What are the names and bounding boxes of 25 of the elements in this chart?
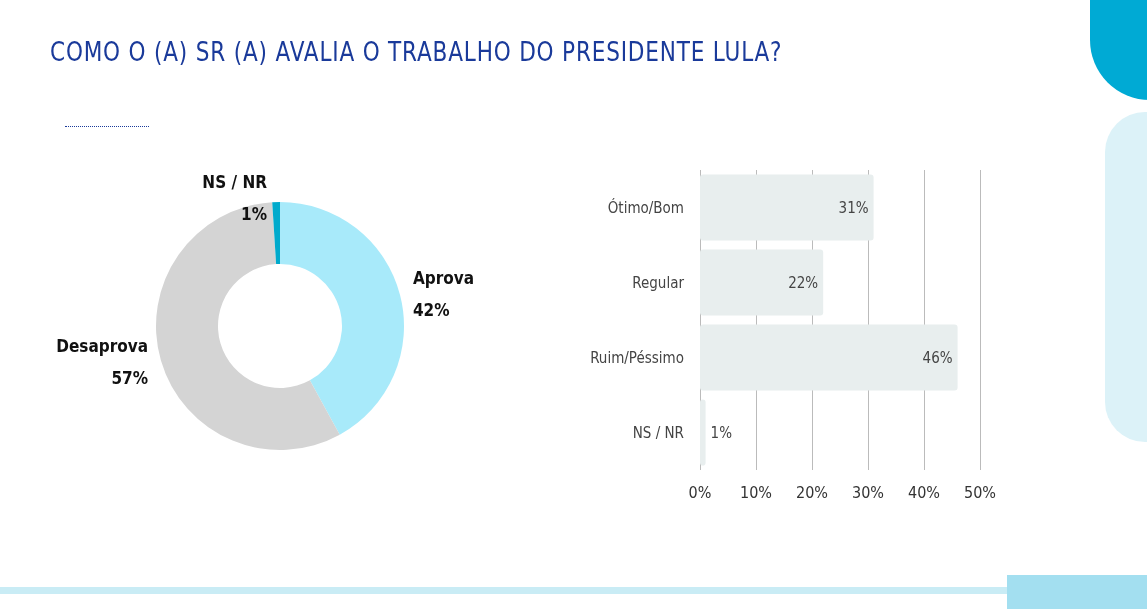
y-tick-label: Ótimo/Bom	[607, 197, 684, 217]
x-tick-label: 20%	[796, 482, 828, 502]
x-tick-label: 40%	[908, 482, 940, 502]
data-label: 1%	[241, 204, 267, 225]
data-label: 22%	[788, 273, 819, 292]
bar	[700, 399, 706, 466]
slice-label: Desaprova	[56, 335, 149, 356]
data-label: 1%	[710, 423, 733, 442]
bar	[700, 174, 874, 241]
x-tick-label: 50%	[964, 482, 996, 502]
slice-label: NS / NR	[202, 172, 268, 193]
data-label: 46%	[922, 348, 953, 367]
x-tick-label: 10%	[740, 482, 772, 502]
data-label: 31%	[838, 198, 869, 217]
bar	[700, 249, 824, 316]
data-label: 57%	[111, 367, 149, 388]
slice-label: Aprova	[412, 268, 475, 289]
chart-title: COMO O (A) SR (A) AVALIA O TRABALHO DO PRESIDENTE LULA?	[50, 36, 783, 67]
data-label: 42%	[412, 300, 450, 321]
x-tick-label: 0%	[688, 482, 712, 502]
y-tick-label: Regular	[632, 273, 685, 292]
bar	[700, 324, 958, 391]
y-tick-label: Ruim/Péssimo	[590, 348, 684, 367]
x-tick-label: 30%	[852, 482, 884, 502]
y-tick-label: NS / NR	[632, 423, 684, 442]
